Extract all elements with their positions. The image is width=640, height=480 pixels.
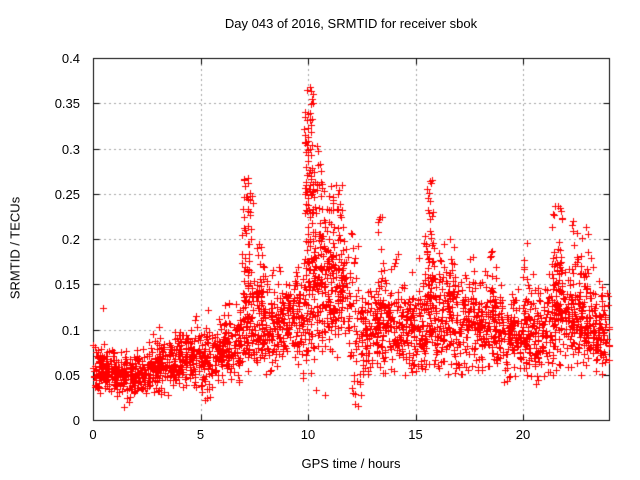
x-tick-label: 20 <box>515 427 531 442</box>
x-tick-label: 5 <box>196 427 205 442</box>
y-tick-label: 0.05 <box>54 367 80 383</box>
y-tick-label: 0.2 <box>61 232 80 247</box>
y-tick-label: 0 <box>72 413 80 428</box>
y-tick-label: 0.15 <box>54 277 80 293</box>
x-tick-label: 0 <box>89 427 97 442</box>
y-tick-label: 0.4 <box>61 51 80 66</box>
y-tick-label: 0.35 <box>54 96 80 112</box>
y-tick-label: 0.25 <box>54 186 80 202</box>
chart-title: Day 043 of 2016, SRMTID for receiver sbo… <box>224 16 478 31</box>
x-axis-label: GPS time / hours <box>301 456 401 471</box>
y-tick-label: 0.1 <box>61 322 80 338</box>
x-tick-label: 10 <box>300 427 316 442</box>
y-tick-label: 0.3 <box>61 141 80 157</box>
x-tick-label: 15 <box>408 427 423 442</box>
